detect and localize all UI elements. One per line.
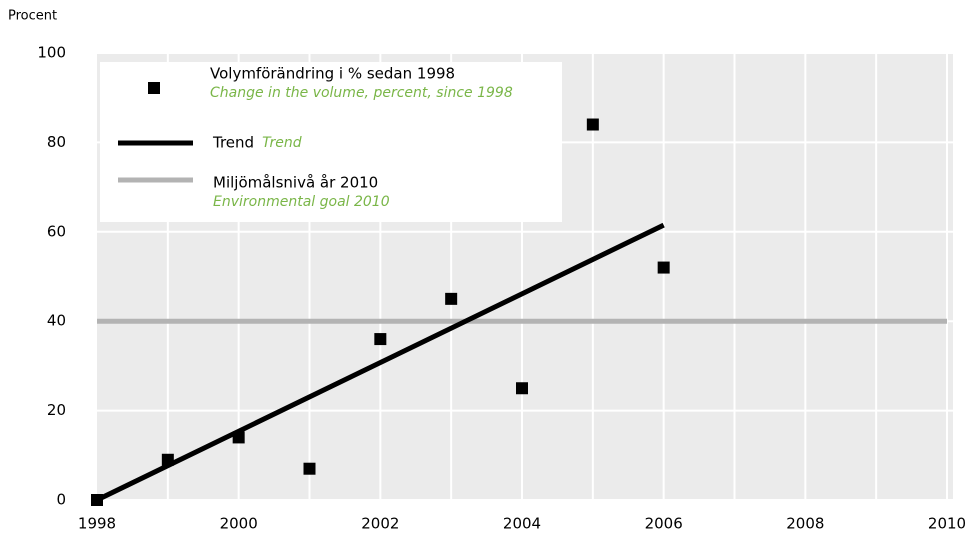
y-tick-label: 40 [47,312,66,330]
x-tick-label: 2004 [503,515,541,533]
y-tick-label: 20 [47,401,66,419]
x-tick-label: 2010 [928,515,965,533]
y-tick-label: 80 [47,133,66,151]
legend-label-en: Change in the volume, percent, since 199… [210,85,513,101]
line [95,222,665,503]
y-tick-label: 0 [56,491,66,509]
legend-marker [148,82,160,94]
x-tick-label: 2008 [786,515,824,533]
x-tick-label: 1998 [78,515,116,533]
y-axis-label: Procent [8,9,57,24]
point [303,462,316,475]
point [374,333,387,346]
legend-label-en: Trend [262,135,302,151]
point [232,431,245,444]
point [586,118,599,131]
legend-label: Trend [212,134,254,152]
point [161,453,174,466]
legend-label-en: Environmental goal 2010 [213,194,390,210]
point [91,494,103,506]
legend-label: Volymförändring i % sedan 1998 [210,65,455,83]
y-tick-label: 60 [47,222,66,240]
x-tick-label: 2006 [645,515,683,533]
x-tick-label: 2000 [220,515,258,533]
point [445,292,458,305]
x-tick-label: 2002 [361,515,399,533]
y-tick-label: 100 [37,44,66,62]
point [516,382,528,395]
point [657,261,670,274]
legend-label: Miljömålsnivå år 2010 [213,174,378,192]
